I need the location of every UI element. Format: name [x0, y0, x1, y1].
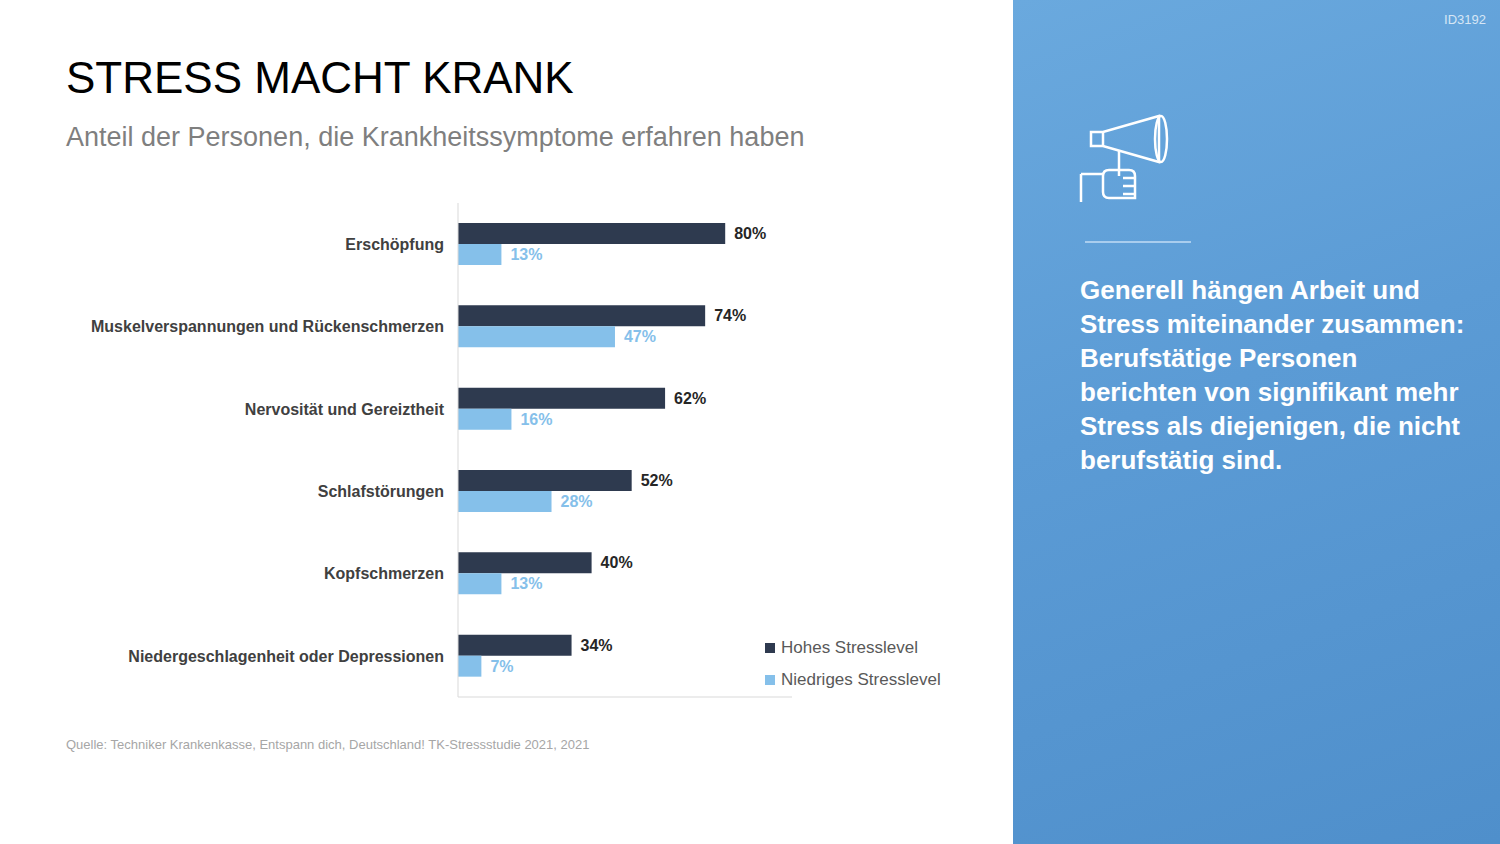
svg-text:Nervosität und Gereiztheit: Nervosität und Gereiztheit: [245, 401, 445, 418]
svg-text:Kopfschmerzen: Kopfschmerzen: [324, 565, 444, 582]
html-text:Quelle: Techniker Krankenkasse: Quelle: Techniker Krankenkasse, Entspann…: [66, 737, 590, 752]
svg-text:Niedergeschlagenheit oder Depr: Niedergeschlagenheit oder Depressionen: [128, 648, 444, 665]
svg-text:7%: 7%: [490, 658, 513, 675]
svg-text:13%: 13%: [510, 575, 542, 592]
html-text:Niedriges Stresslevel: Niedriges Stresslevel: [781, 670, 941, 689]
svg-text:62%: 62%: [674, 390, 706, 407]
svg-text:Erschöpfung: Erschöpfung: [345, 236, 444, 253]
svg-text:80%: 80%: [734, 225, 766, 242]
svg-text:52%: 52%: [641, 472, 673, 489]
html-text:ID3192: ID3192: [1444, 12, 1486, 27]
svg-text:74%: 74%: [714, 307, 746, 324]
html-text:STRESS MACHT KRANK: STRESS MACHT KRANK: [66, 53, 574, 102]
svg-text:47%: 47%: [624, 328, 656, 345]
html-text:Hohes Stresslevel: Hohes Stresslevel: [781, 638, 918, 657]
html-text:Anteil der Personen, die Krank: Anteil der Personen, die Krankheitssympt…: [66, 122, 805, 152]
svg-text:34%: 34%: [581, 637, 613, 654]
html-text:Generell hängen Arbeit und Str: Generell hängen Arbeit und Stress mitein…: [1080, 275, 1465, 475]
svg-text:13%: 13%: [510, 246, 542, 263]
svg-text:Muskelverspannungen und Rücken: Muskelverspannungen und Rückenschmerzen: [91, 318, 444, 335]
svg-text:Schlafstörungen: Schlafstörungen: [318, 483, 444, 500]
svg-text:16%: 16%: [520, 411, 552, 428]
svg-text:40%: 40%: [601, 554, 633, 571]
svg-text:28%: 28%: [561, 493, 593, 510]
